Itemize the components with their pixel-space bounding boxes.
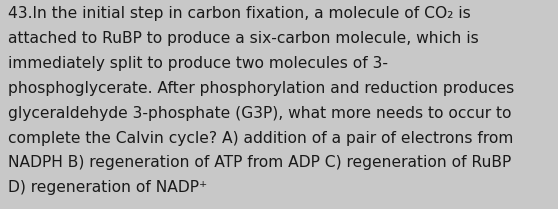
Text: immediately split to produce two molecules of 3-: immediately split to produce two molecul…	[8, 56, 388, 71]
Text: phosphoglycerate. After phosphorylation and reduction produces: phosphoglycerate. After phosphorylation …	[8, 81, 514, 96]
Text: glyceraldehyde 3-phosphate (G3P), what more needs to occur to: glyceraldehyde 3-phosphate (G3P), what m…	[8, 106, 512, 121]
Text: attached to RuBP to produce a six-carbon molecule, which is: attached to RuBP to produce a six-carbon…	[8, 31, 479, 46]
Text: complete the Calvin cycle? A) addition of a pair of electrons from: complete the Calvin cycle? A) addition o…	[8, 131, 514, 146]
Text: D) regeneration of NADP⁺: D) regeneration of NADP⁺	[8, 180, 208, 195]
Text: NADPH B) regeneration of ATP from ADP C) regeneration of RuBP: NADPH B) regeneration of ATP from ADP C)…	[8, 155, 512, 171]
Text: 43.In the initial step in carbon fixation, a molecule of CO₂ is: 43.In the initial step in carbon fixatio…	[8, 6, 471, 21]
